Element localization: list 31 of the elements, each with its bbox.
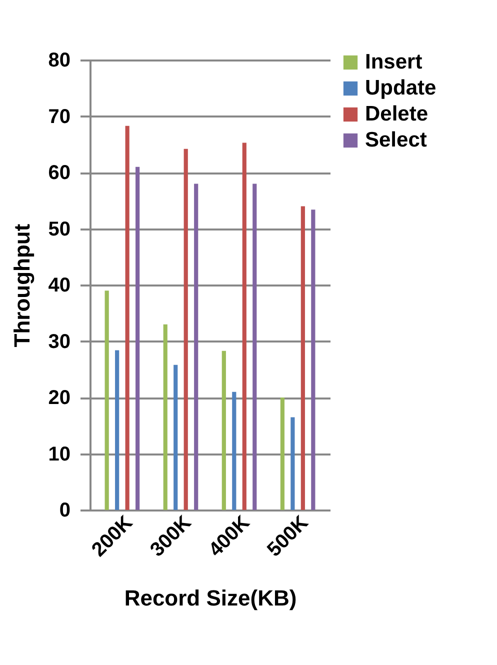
bar: [104, 290, 109, 510]
x-axis-title: Record Size(KB): [124, 585, 297, 610]
legend-label: Delete: [365, 102, 428, 126]
bar: [115, 350, 120, 510]
y-tick-label: 70: [48, 106, 70, 128]
y-tick-label: 0: [59, 500, 70, 522]
bar: [174, 364, 178, 510]
bar: [280, 398, 284, 510]
legend-label: Insert: [365, 50, 422, 74]
y-tick-label: 30: [48, 330, 70, 353]
bar: [222, 350, 226, 510]
y-tick-label: 10: [48, 443, 70, 466]
bar: [184, 148, 188, 510]
bar: [125, 126, 130, 510]
y-tick-label: 60: [48, 162, 70, 184]
y-tick-label: 80: [48, 50, 70, 72]
bar: [290, 417, 295, 510]
legend-label: Update: [365, 76, 436, 100]
bar: [300, 206, 305, 510]
y-tick-label: 50: [48, 218, 70, 240]
y-axis-title: Throughput: [9, 223, 34, 348]
bar: [194, 184, 198, 510]
bar: [136, 166, 140, 510]
bar: [232, 392, 236, 510]
bar: [163, 324, 168, 510]
y-tick-label: 20: [48, 387, 70, 409]
bar: [311, 210, 316, 510]
bar: [242, 142, 246, 510]
legend-label: Select: [365, 128, 427, 152]
y-tick-label: 40: [48, 274, 70, 296]
bar: [252, 184, 257, 510]
